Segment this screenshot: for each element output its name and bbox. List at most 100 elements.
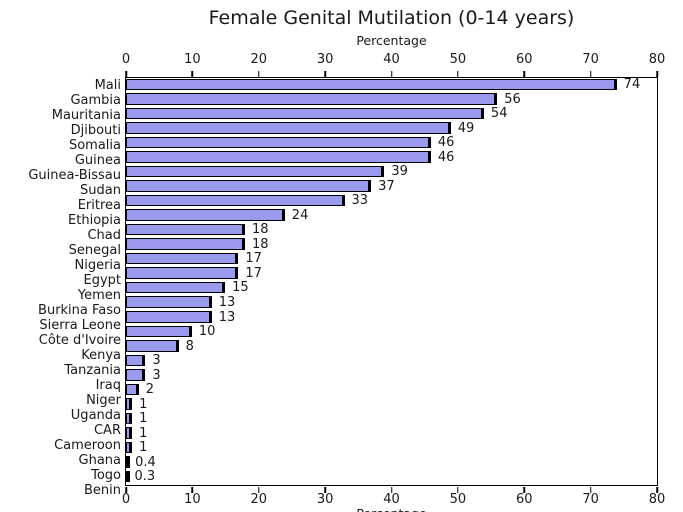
value-label: 18 [251, 236, 269, 252]
category-label: Gambia [70, 93, 121, 108]
category-label: Benin [83, 483, 121, 498]
bar [125, 93, 498, 105]
chart-row: 1 [125, 411, 657, 427]
value-label: 18 [251, 222, 269, 238]
value-label: 13 [218, 309, 236, 325]
value-label: 3 [152, 367, 161, 383]
chart-row: 24 [125, 208, 657, 223]
bar [125, 107, 484, 120]
x-tick-labels-top: 0 10 20 30 40 50 60 70 80 [122, 52, 665, 68]
chart-row: 0.3 [125, 469, 657, 485]
value-label: 54 [490, 106, 508, 122]
x-tick-label: 50 [449, 52, 467, 67]
bar [125, 223, 245, 236]
x-tick-label: 70 [582, 52, 599, 67]
bar [125, 427, 133, 439]
chart-row: 1 [125, 396, 657, 412]
chart-row: 17 [125, 266, 657, 281]
value-label: 1 [139, 396, 148, 412]
category-label: Mauritania [51, 108, 121, 123]
bar [125, 311, 212, 323]
category-label: Côte d'Ivoire [38, 333, 121, 348]
x-tick-label: 0 [121, 492, 131, 507]
x-tick-mark [523, 71, 525, 77]
chart-row: 2 [125, 382, 657, 398]
x-tick-marks-bottom [125, 486, 658, 493]
value-label: 0.4 [135, 454, 156, 470]
value-label: 10 [198, 324, 216, 340]
chart-row: 13 [125, 294, 657, 310]
x-tick-mark [457, 71, 459, 77]
bar [125, 165, 385, 178]
category-label: Ethiopia [68, 213, 121, 228]
bar [125, 456, 130, 468]
chart-row: 46 [125, 150, 657, 165]
value-label: 17 [245, 251, 262, 267]
x-tick-mark [390, 486, 393, 493]
x-tick-mark [457, 486, 459, 493]
x-tick-label: 30 [316, 492, 334, 507]
chart-row: 1 [125, 440, 657, 456]
bar [125, 209, 285, 221]
bar [125, 238, 245, 250]
value-label: 33 [351, 193, 369, 209]
chart-row: 10 [125, 324, 657, 340]
x-tick-mark [324, 71, 326, 77]
x-tick-labels-bottom: 0 10 20 30 40 50 60 70 80 [122, 492, 665, 508]
chart-row: 13 [125, 309, 657, 325]
x-tick-mark [125, 71, 127, 77]
bar [125, 296, 212, 308]
category-label: Iraq [95, 378, 121, 393]
x-tick-mark [125, 486, 127, 493]
x-tick-mark [589, 71, 592, 77]
category-labels: Mali Gambia Mauritania Djibouti Somalia Guine… [0, 78, 121, 498]
x-tick-label: 10 [184, 492, 201, 507]
category-label: Senegal [68, 243, 121, 258]
x-tick-label: 30 [316, 52, 334, 67]
bar [125, 78, 617, 90]
chart-row: 54 [125, 106, 657, 122]
value-label: 49 [457, 120, 475, 136]
x-tick-mark [191, 486, 194, 493]
bar [125, 470, 130, 483]
chart-row: 33 [125, 193, 657, 209]
x-tick-mark [324, 486, 326, 493]
chart-title: Female Genital Mutilation (0-14 years) [208, 7, 575, 29]
x-axis-label-top: Percentage [356, 33, 427, 48]
bar [125, 194, 345, 207]
chart-row: 18 [125, 222, 657, 238]
value-label: 46 [437, 135, 455, 151]
x-tick-mark [390, 71, 393, 77]
x-tick-label: 20 [250, 492, 268, 507]
value-label: 1 [139, 425, 148, 441]
value-label: 2 [145, 382, 155, 398]
value-label: 13 [218, 294, 236, 310]
value-label: 3 [152, 353, 161, 369]
chart-row: 56 [125, 91, 657, 107]
bar [125, 180, 372, 192]
x-tick-marks-top [125, 71, 658, 77]
category-label: Yemen [77, 288, 121, 303]
bar [125, 267, 239, 279]
bar [125, 398, 133, 410]
x-tick-mark [258, 71, 260, 77]
value-label: 1 [139, 411, 148, 427]
bar-rows: 74 56 54 49 46 46 39 37 33 24 18 18 17 17 15 13 13 10 8 3 3 2… [125, 77, 657, 485]
chart-row: 3 [125, 367, 657, 383]
bar [125, 122, 451, 134]
category-label: Cameroon [54, 438, 121, 453]
category-label: Burkina Faso [38, 303, 121, 318]
x-tick-label: 80 [648, 52, 666, 67]
value-label: 8 [185, 338, 194, 354]
chart-row: 37 [125, 179, 657, 194]
value-label: 56 [504, 91, 521, 107]
category-label: Egypt [83, 273, 121, 288]
chart-row: 46 [125, 135, 657, 151]
category-label: Mali [94, 78, 121, 93]
bar [125, 281, 226, 294]
x-tick-mark [191, 71, 194, 77]
bar [125, 354, 146, 367]
category-label: Eritrea [77, 198, 121, 213]
bar [125, 151, 431, 163]
x-tick-label: 60 [515, 492, 533, 507]
